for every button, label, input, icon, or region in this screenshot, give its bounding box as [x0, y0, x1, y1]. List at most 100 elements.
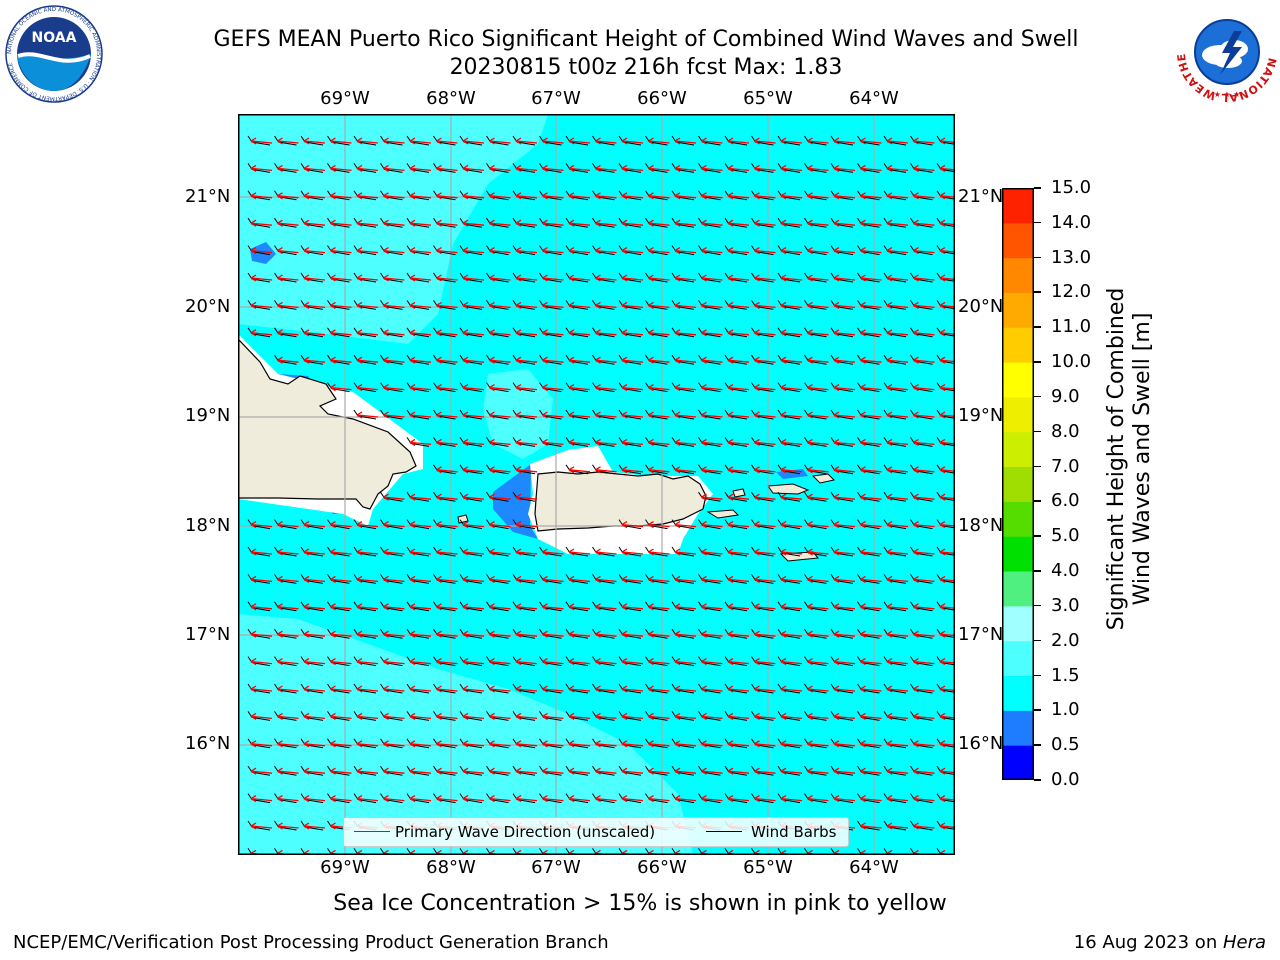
- colorbar-tick-mark: [1034, 779, 1041, 781]
- wave-direction-arrow: [303, 301, 326, 309]
- wave-direction-arrow: [277, 575, 299, 583]
- wave-direction-arrow: [648, 685, 670, 693]
- wave-direction-arrow: [462, 603, 485, 611]
- wave-direction-arrow: [807, 658, 829, 666]
- hispaniola-land: [239, 339, 417, 510]
- wave-direction-arrow: [807, 603, 829, 611]
- wave-direction-arrow: [436, 274, 458, 282]
- wave-direction-arrow: [621, 247, 644, 255]
- wave-direction-arrow: [701, 685, 723, 693]
- colorbar-tick-mark: [1034, 187, 1041, 189]
- wave-direction-arrow: [886, 466, 909, 474]
- wave-direction-arrow: [436, 658, 458, 666]
- footer-host: Hera: [1222, 932, 1266, 953]
- wave-direction-arrow: [489, 384, 511, 392]
- wave-direction-arrow: [886, 301, 909, 309]
- lon-label-bottom: 64°W: [849, 857, 899, 878]
- wave-direction-arrow: [780, 493, 803, 501]
- wave-direction-arrow: [780, 658, 803, 666]
- wave-direction-arrow: [780, 521, 803, 529]
- wave-direction-arrow: [754, 740, 776, 748]
- wave-direction-arrow: [462, 356, 485, 364]
- wave-direction-arrow: [913, 356, 935, 364]
- wave-direction-arrow: [807, 301, 829, 309]
- colorbar-tick-label: 0.5: [1051, 734, 1080, 756]
- wave-direction-arrow: [568, 630, 591, 638]
- wave-direction-arrow: [939, 438, 954, 446]
- wave-direction-arrow: [595, 247, 617, 255]
- colorbar-tick-label: 1.0: [1051, 699, 1080, 721]
- wave-direction-arrow: [621, 384, 644, 392]
- colorbar-tick-label: 14.0: [1051, 211, 1092, 233]
- wave-direction-arrow: [383, 630, 405, 638]
- wave-direction-arrow: [807, 192, 829, 200]
- wave-direction-arrow: [489, 658, 511, 666]
- wave-direction-arrow: [542, 411, 564, 419]
- wave-direction-arrow: [833, 740, 856, 748]
- wave-direction-arrow: [939, 384, 954, 392]
- wave-direction-arrow: [568, 740, 591, 748]
- wave-direction-arrow: [807, 493, 829, 501]
- wave-direction-arrow: [489, 548, 511, 556]
- wave-direction-arrow: [621, 740, 644, 748]
- wave-direction-arrow: [436, 795, 458, 803]
- wave-direction-arrow: [701, 192, 723, 200]
- wave-direction-arrow: [383, 548, 405, 556]
- wave-direction-arrow: [515, 685, 538, 693]
- wave-direction-arrow: [674, 712, 697, 720]
- wave-direction-arrow: [701, 356, 723, 364]
- wave-direction-arrow: [462, 219, 485, 227]
- wave-direction-arrow: [886, 712, 909, 720]
- wave-direction-arrow: [833, 548, 856, 556]
- wave-direction-arrow: [701, 247, 723, 255]
- wave-direction-arrow: [330, 247, 352, 255]
- wave-direction-arrow: [303, 740, 326, 748]
- wave-direction-arrow: [621, 301, 644, 309]
- wave-direction-arrow: [886, 685, 909, 693]
- wave-direction-arrow: [277, 795, 299, 803]
- wave-direction-arrow: [648, 603, 670, 611]
- wave-direction-arrow: [780, 384, 803, 392]
- wind-barb: [406, 848, 412, 854]
- colorbar-tick-label: 5.0: [1051, 525, 1080, 547]
- wave-direction-arrow: [648, 575, 670, 583]
- wave-direction-arrow: [780, 575, 803, 583]
- wave-direction-arrow: [833, 521, 856, 529]
- wave-direction-arrow: [356, 521, 379, 529]
- wave-direction-arrow: [436, 137, 458, 145]
- wave-direction-arrow: [462, 247, 485, 255]
- wind-barb: [804, 848, 810, 854]
- wave-direction-arrow: [807, 521, 829, 529]
- colorbar-tick-mark: [1034, 291, 1041, 293]
- wave-direction-arrow: [489, 712, 511, 720]
- wave-direction-arrow: [330, 767, 352, 775]
- wave-direction-arrow: [727, 438, 750, 446]
- wave-direction-arrow: [330, 192, 352, 200]
- colorbar-tick-label: 6.0: [1051, 490, 1080, 512]
- chart-title-line2: 20230815 t00z 216h fcst Max: 1.83: [449, 55, 843, 80]
- wave-direction-arrow: [674, 658, 697, 666]
- wave-direction-arrow: [330, 274, 352, 282]
- wave-direction-arrow: [542, 137, 564, 145]
- wave-direction-arrow: [250, 137, 273, 145]
- wave-direction-arrow: [939, 822, 954, 830]
- wave-direction-arrow: [833, 411, 856, 419]
- colorbar-tick-label: 10.0: [1051, 351, 1092, 373]
- wave-direction-arrow: [595, 740, 617, 748]
- wave-direction-arrow: [833, 274, 856, 282]
- wave-direction-arrow: [462, 384, 485, 392]
- wave-direction-arrow: [807, 767, 829, 775]
- wave-direction-arrow: [780, 438, 803, 446]
- wind-barb: [777, 848, 783, 854]
- wave-direction-arrow: [542, 685, 564, 693]
- wave-direction-arrow: [780, 767, 803, 775]
- colorbar-tick-mark: [1034, 221, 1041, 224]
- wave-direction-arrow: [277, 822, 299, 830]
- wave-direction-arrow: [754, 685, 776, 693]
- wave-direction-arrow: [462, 301, 485, 309]
- wave-direction-arrow: [409, 247, 432, 255]
- wind-barb: [671, 848, 677, 854]
- wave-direction-arrow: [277, 630, 299, 638]
- wave-direction-arrow: [409, 219, 432, 227]
- wave-direction-arrow: [330, 548, 352, 556]
